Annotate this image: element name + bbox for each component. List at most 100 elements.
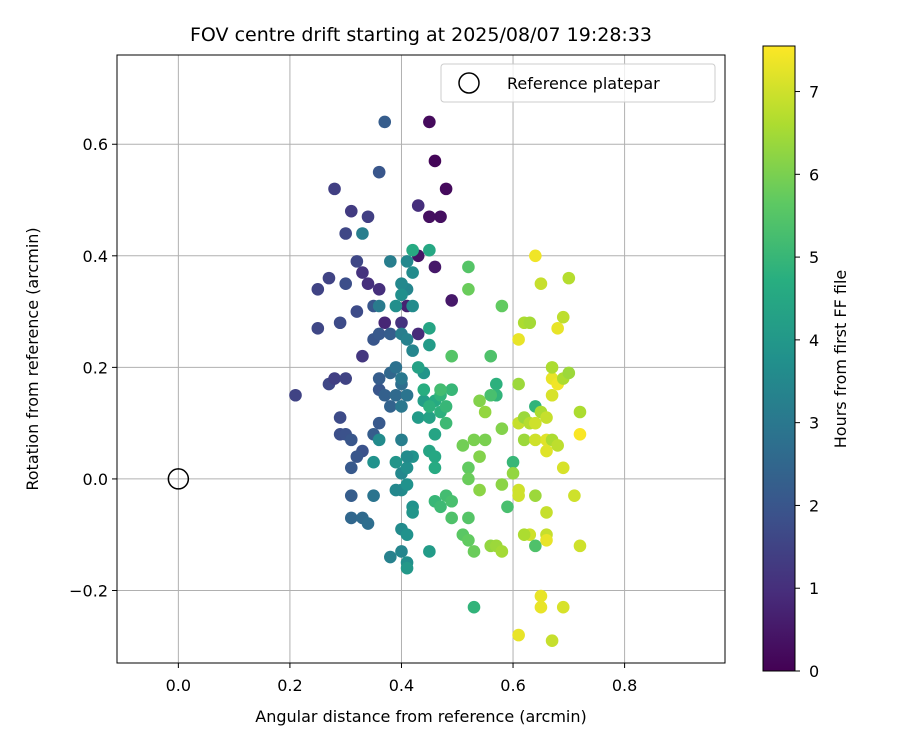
x-tick-label: 0.2 [277,676,302,695]
scatter-point [467,545,481,558]
scatter-point [495,299,509,313]
scatter-point [551,322,564,335]
scatter-point [428,461,442,475]
reference-marker-group [167,468,190,490]
scatter-point [534,600,548,614]
scatter-point [339,372,352,385]
scatter-point [395,316,408,330]
scatter-point [545,361,559,374]
scatter-point [344,489,358,502]
scatter-point [411,199,425,212]
scatter-point [439,400,453,413]
scatter-point [573,428,587,441]
scatter-point [417,383,431,396]
scatter-point [545,634,559,647]
scatter-point [523,316,537,330]
scatter-point [556,310,570,324]
scatter-point [512,489,525,502]
scatter-point [400,333,414,346]
scatter-point [384,400,397,413]
scatter-point [395,545,408,558]
scatter-point [395,433,408,447]
scatter-point [423,411,436,424]
scatter-point [372,416,386,430]
scatter-point [400,561,414,575]
legend-reference-marker [458,72,480,94]
scatter-point [495,545,509,558]
scatter-point [406,243,419,257]
scatter-point [439,182,453,196]
scatter-point [344,511,358,525]
scatter-point [423,243,436,257]
scatter-point [395,288,408,302]
colorbar-tick-label: 4 [809,331,819,350]
scatter-point [344,461,358,475]
y-tick-label: 0.2 [83,358,108,377]
scatter-point [400,528,414,542]
scatter-point [484,388,498,402]
scatter-point [562,366,576,380]
scatter-point [400,388,414,402]
scatter-point [512,628,525,642]
colorbar-tick-label: 2 [809,496,819,515]
scatter-point [333,316,347,330]
chart-title: FOV centre drift starting at 2025/08/07 … [190,24,652,46]
scatter-point [372,372,386,385]
scatter-point [400,255,414,268]
scatter-point [434,383,447,396]
scatter-point [389,361,403,374]
scatter-point [428,450,442,463]
scatter-point [445,349,458,363]
grid-lines [117,55,725,663]
scatter-point [540,444,553,458]
scatter-point [529,433,542,447]
scatter-point [428,428,442,441]
legend: Reference platepar [440,63,716,103]
scatter-point [462,282,475,296]
scatter-point [328,372,341,385]
scatter-point [495,422,509,436]
scatter-point [473,394,486,408]
scatter-point [423,338,436,352]
scatter-point [423,400,436,413]
scatter-point [439,416,453,430]
scatter-point [395,277,408,290]
scatter-point [395,372,408,385]
scatter-point [556,600,570,614]
colorbar-tick-label: 0 [809,662,819,681]
scatter-point [540,411,553,424]
x-tick-label: 0.4 [389,676,414,695]
colorbar [762,45,796,672]
y-tick-label: 0.4 [83,247,108,266]
scatter-point [400,461,414,475]
scatter-point [311,322,325,335]
scatter-point [411,411,425,424]
scatter-point [478,433,492,447]
scatter-point [506,467,520,480]
scatter-point [490,377,503,391]
scatter-point [289,388,302,402]
scatter-point [556,461,570,475]
reference-platepar-marker [167,468,190,490]
scatter-point [356,227,369,240]
scatter-point [534,589,548,603]
scatter-point [344,433,358,447]
scatter-point [423,322,436,335]
colorbar-tick-label: 6 [809,165,819,184]
scatter-point [473,483,486,497]
scatter-point [384,255,397,268]
scatter-point [356,266,369,279]
x-tick-label: 0.0 [166,676,191,695]
scatter-point [322,271,336,285]
scatter-point [512,333,525,346]
scatter-point [462,472,475,486]
scatter-point [462,461,475,475]
scatter-point [389,388,403,402]
scatter-points [289,115,587,647]
scatter-point [411,361,425,374]
scatter-point [389,299,403,313]
scatter-point [378,388,392,402]
colorbar-tick-label: 3 [809,414,819,433]
scatter-point [344,204,358,218]
